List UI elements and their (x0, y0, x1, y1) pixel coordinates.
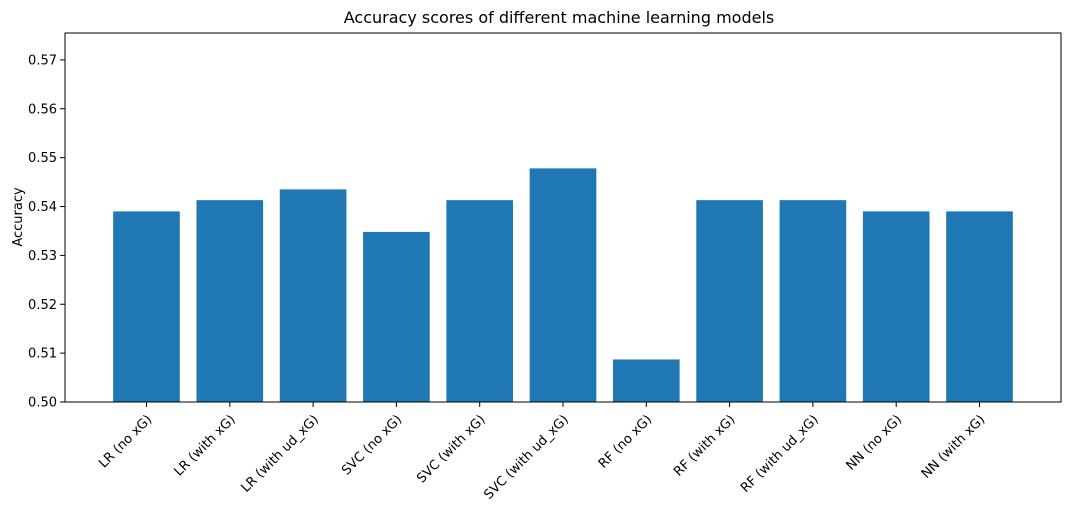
y-axis-ticks: 0.50 0.51 0.52 0.53 0.54 0.55 0.56 0.57 (28, 53, 65, 411)
bar-1 (196, 200, 264, 402)
x-tick-label: SVC (with xG) (414, 412, 488, 486)
x-tick-label: LR (no xG) (96, 412, 155, 471)
x-axis-ticks: LR (no xG) LR (with xG) LR (with ud_xG) SVC… (96, 402, 988, 503)
x-tick-label: NN (no xG) (844, 412, 905, 473)
x-tick-label: SVC (with ud_xG) (481, 412, 571, 502)
chart-title: Accuracy scores of different machine lea… (344, 8, 774, 27)
plot-frame (64, 32, 1062, 403)
bar-4 (446, 200, 514, 402)
x-tick-label: LR (with xG) (171, 412, 238, 479)
bars-group (113, 168, 1013, 402)
y-tick-label: 0.53 (28, 249, 57, 264)
bar-10 (946, 211, 1013, 402)
x-tick-label: LR (with ud_xG) (238, 412, 321, 495)
bar-2 (279, 189, 347, 402)
y-tick-label: 0.50 (28, 396, 57, 411)
x-tick-label: RF (with ud_xG) (738, 412, 822, 496)
y-tick-label: 0.56 (28, 102, 57, 117)
bar-6 (612, 359, 680, 402)
bar-9 (862, 211, 930, 402)
y-axis-label: Accuracy (11, 187, 26, 247)
bar-0 (113, 211, 180, 402)
y-tick-label: 0.52 (28, 298, 57, 313)
x-tick-label: RF (with xG) (671, 412, 738, 479)
x-tick-label: RF (no xG) (596, 412, 655, 471)
bar-3 (363, 231, 430, 402)
y-tick-label: 0.57 (28, 53, 57, 68)
x-tick-label: NN (with xG) (919, 412, 988, 481)
x-tick-label: SVC (no xG) (339, 412, 405, 478)
bar-7 (696, 200, 763, 402)
y-tick-label: 0.51 (28, 347, 57, 362)
bar-8 (779, 200, 847, 402)
y-tick-label: 0.54 (28, 200, 57, 215)
bar-5 (529, 168, 597, 402)
y-tick-label: 0.55 (28, 151, 57, 166)
